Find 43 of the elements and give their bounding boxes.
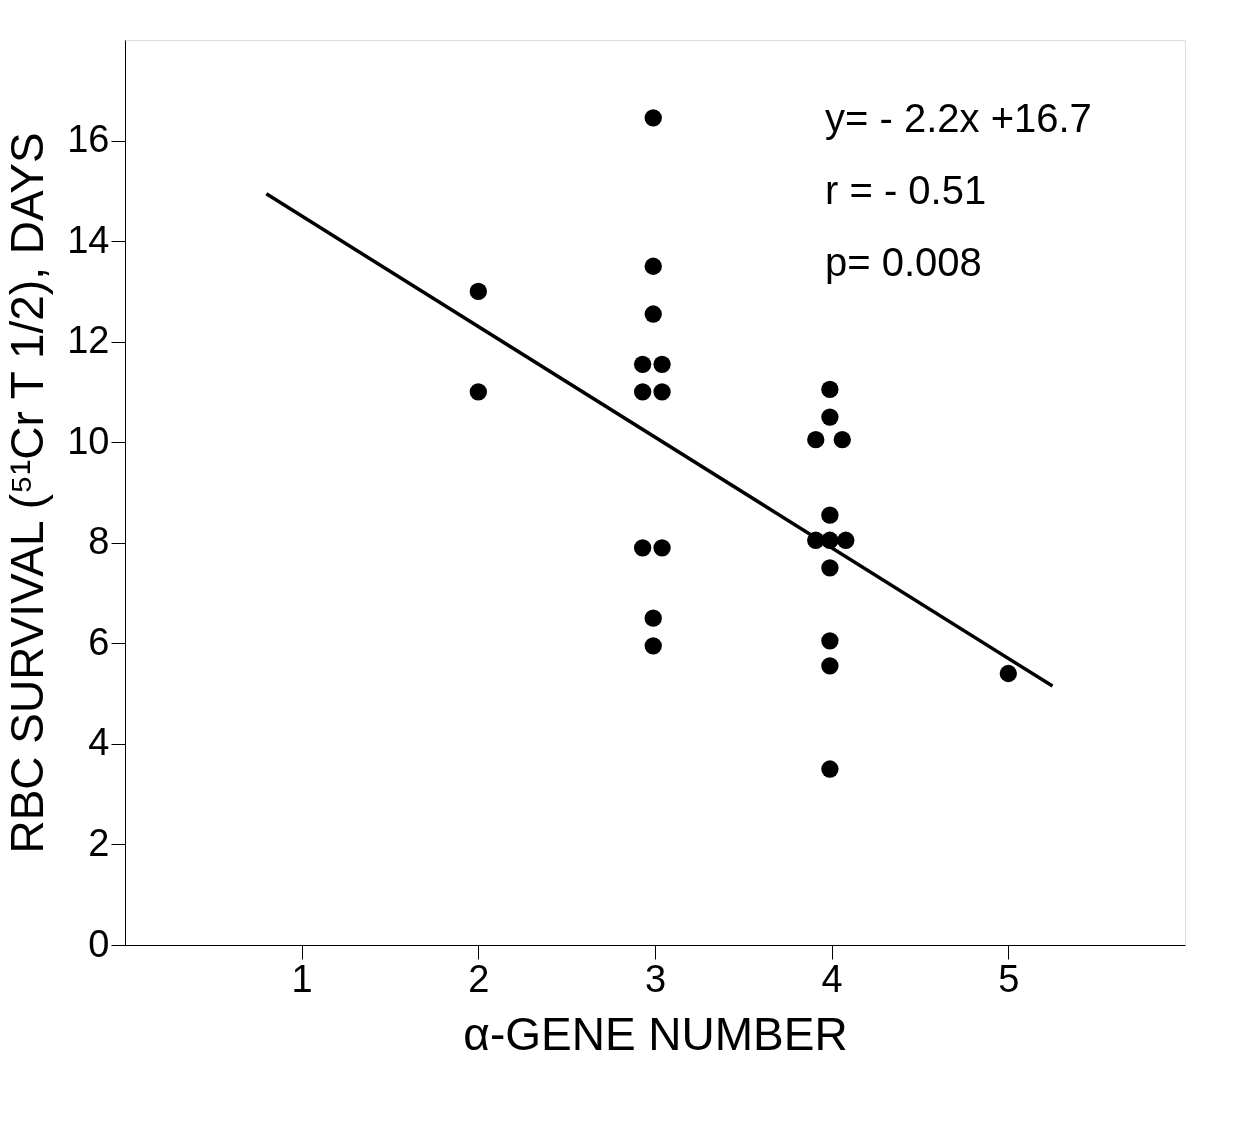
y-tick-label: 14 xyxy=(67,218,110,261)
y-tick-label: 10 xyxy=(67,419,110,462)
point xyxy=(821,408,839,426)
x-tick-label: 4 xyxy=(821,957,843,1000)
point xyxy=(821,632,839,650)
y-tick-label: 2 xyxy=(88,821,110,864)
y-tick-label: 8 xyxy=(88,520,110,563)
x-axis-title: α-GENE NUMBER xyxy=(463,1007,848,1060)
point xyxy=(469,282,487,301)
point xyxy=(633,355,652,373)
point xyxy=(807,431,825,449)
point xyxy=(999,664,1017,683)
point xyxy=(633,539,652,557)
point xyxy=(653,355,671,373)
x-tick-label: 2 xyxy=(468,957,490,1000)
point xyxy=(633,383,652,401)
point xyxy=(644,637,662,655)
x-tick-label: 3 xyxy=(644,957,667,1000)
point xyxy=(837,531,855,549)
point xyxy=(644,305,662,323)
point xyxy=(644,609,662,627)
y-tick-label: 12 xyxy=(67,319,110,362)
y-tick-label: 6 xyxy=(88,620,110,663)
y-tick-label: 0 xyxy=(88,922,110,965)
point xyxy=(833,431,851,449)
point xyxy=(821,760,839,778)
y-tick-label: 4 xyxy=(88,721,110,764)
point xyxy=(644,257,662,275)
point xyxy=(821,380,839,399)
point xyxy=(653,539,671,557)
point xyxy=(821,559,839,577)
point xyxy=(821,506,839,524)
x-tick-label: 5 xyxy=(998,957,1020,1000)
point xyxy=(644,109,662,127)
y-axis-title: RBC SURVIVAL (⁵¹Cr T 1/2), DAYS xyxy=(1,132,54,854)
point xyxy=(653,383,671,401)
annotation: y= - 2.2x +16.7 xyxy=(825,96,1092,140)
y-tick-label: 16 xyxy=(67,118,110,161)
annotation: p= 0.008 xyxy=(825,240,982,284)
annotation: r = - 0.51 xyxy=(825,168,987,212)
point xyxy=(469,383,487,401)
point xyxy=(821,657,839,675)
x-tick-label: 1 xyxy=(291,957,313,1000)
